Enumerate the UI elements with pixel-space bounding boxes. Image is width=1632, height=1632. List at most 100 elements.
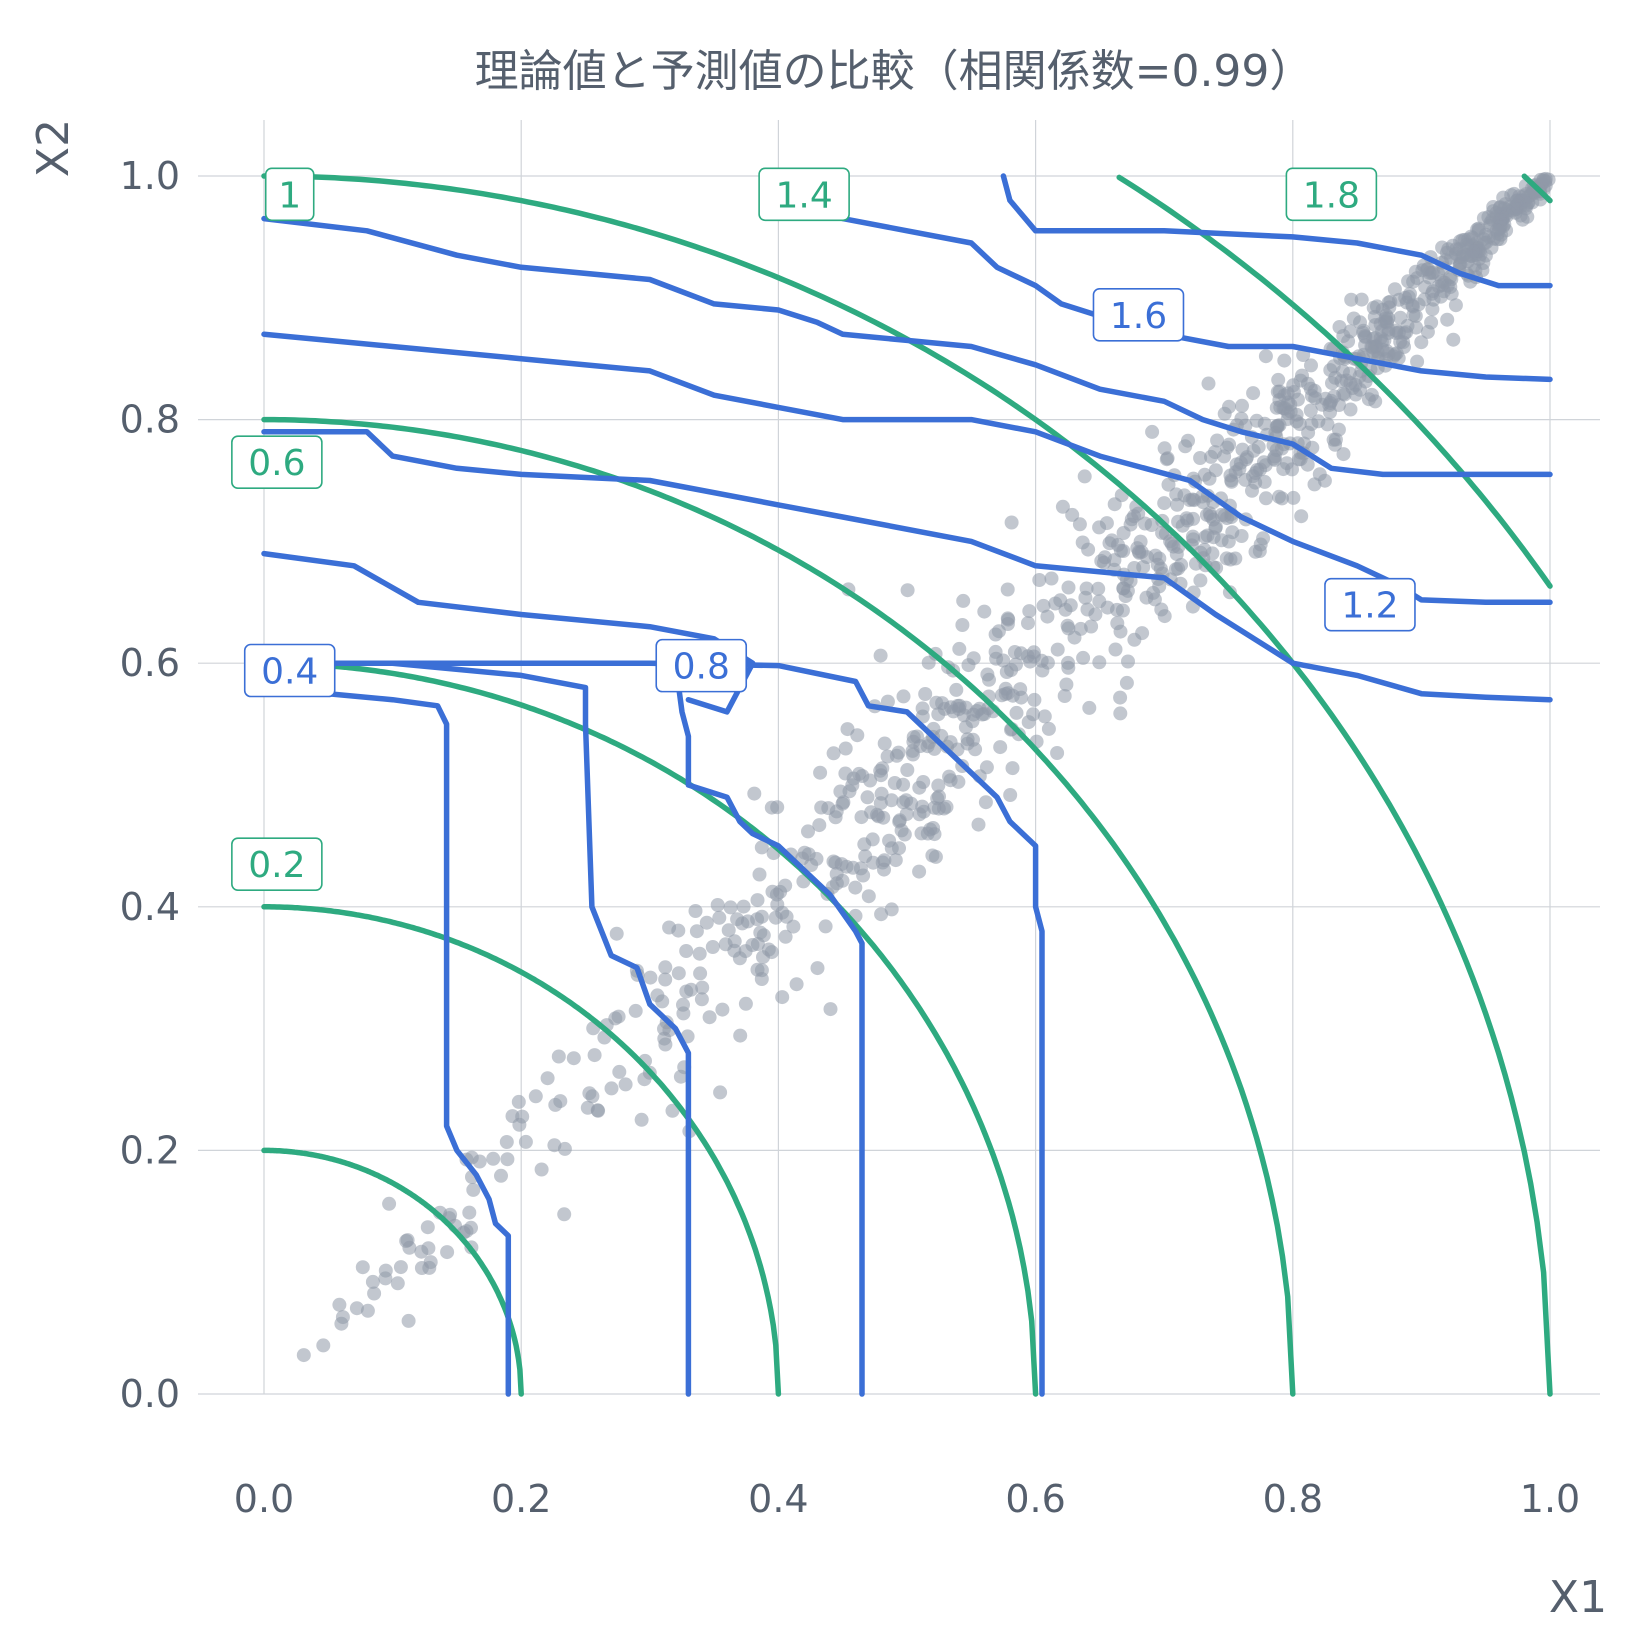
scatter-point <box>801 824 815 839</box>
scatter-point <box>828 855 843 870</box>
scatter-point <box>1246 469 1260 484</box>
scatter-point <box>1220 440 1235 455</box>
scatter-point <box>1193 573 1208 588</box>
scatter-point <box>1007 645 1022 659</box>
scatter-point <box>1436 284 1451 299</box>
scatter-point <box>818 919 833 934</box>
scatter-point <box>865 832 880 847</box>
scatter-point <box>1304 388 1319 403</box>
scatter-point <box>1320 417 1335 432</box>
scatter-point <box>770 897 785 912</box>
scatter-point <box>955 618 970 632</box>
scatter-point <box>500 1152 515 1167</box>
scatter-point <box>1111 537 1125 552</box>
scatter-point <box>747 786 762 801</box>
scatter-point <box>679 984 694 999</box>
scatter-point <box>1251 439 1266 454</box>
scatter-point <box>557 1207 572 1222</box>
scatter-point <box>727 943 742 958</box>
contour-labels: 0.2 0.6 1 1.4 1.8 0.4 0.8 1.2 1.6 <box>231 167 1416 891</box>
scatter-point <box>1403 287 1417 301</box>
scatter-point <box>367 1286 382 1301</box>
scatter-point <box>604 1081 619 1096</box>
scatter-point <box>966 651 981 666</box>
scatter-point <box>1286 378 1301 393</box>
scatter-point <box>1256 531 1271 546</box>
scatter-point <box>1032 573 1047 587</box>
scatter-point <box>1477 236 1492 251</box>
scatter-point <box>860 790 875 805</box>
scatter-point <box>1127 632 1142 647</box>
scatter-point <box>1091 581 1106 596</box>
scatter-point <box>786 919 801 934</box>
scatter-point <box>702 1010 717 1025</box>
scatter-point <box>1003 788 1018 802</box>
scatter-point <box>846 771 861 786</box>
scatter-point <box>515 1109 530 1124</box>
scatter-point <box>1208 445 1222 460</box>
scatter-point <box>971 817 986 832</box>
contour-label: 1.6 <box>1110 296 1167 337</box>
scatter-point <box>694 992 709 1007</box>
scatter-point <box>466 1182 481 1197</box>
scatter-point <box>1072 517 1087 532</box>
x-tick-label: 0.6 <box>1005 1477 1065 1521</box>
scatter-point <box>1050 642 1065 657</box>
scatter-point <box>1336 447 1351 462</box>
scatter-point <box>1272 418 1287 433</box>
scatter-point <box>1009 705 1024 720</box>
scatter-point <box>511 1094 526 1109</box>
scatter-point <box>1123 517 1138 532</box>
scatter-point <box>548 1097 563 1112</box>
scatter-point <box>1476 211 1491 226</box>
scatter-point <box>752 867 767 882</box>
scatter-point <box>1277 353 1292 368</box>
scatter-point <box>378 1271 393 1286</box>
scatter-point <box>1246 386 1261 401</box>
scatter-point <box>1446 332 1461 347</box>
scatter-point <box>927 741 942 756</box>
scatter-point <box>721 923 736 938</box>
scatter-point <box>915 701 930 716</box>
contour-label: 0.2 <box>248 845 305 886</box>
x-axis-label: X1 <box>1549 1572 1607 1623</box>
scatter-point <box>671 966 686 981</box>
scatter-point <box>854 810 869 825</box>
scatter-point <box>1322 398 1337 413</box>
scatter-point <box>609 926 624 941</box>
scatter-point <box>789 977 804 992</box>
contour-label-box <box>1285 167 1378 222</box>
y-tick-labels: 0.0 0.2 0.4 0.6 0.8 1.0 <box>120 154 180 1416</box>
scatter-point <box>891 745 906 760</box>
scatter-point <box>754 909 769 924</box>
scatter-point <box>1456 246 1471 261</box>
scatter-point <box>689 924 704 939</box>
scatter-point <box>715 1002 730 1017</box>
scatter-point <box>988 644 1003 659</box>
scatter-point <box>1181 433 1195 448</box>
scatter-point <box>1202 506 1217 521</box>
scatter-point <box>1343 402 1358 417</box>
scatter-point <box>884 793 899 808</box>
scatter-point <box>1113 624 1128 639</box>
scatter-point <box>1367 309 1382 324</box>
scatter-point <box>900 763 915 777</box>
predicted-contour-line <box>261 429 1553 703</box>
scatter-point <box>1410 354 1425 369</box>
scatter-point <box>360 1303 375 1318</box>
x-tick-label: 1.0 <box>1520 1477 1580 1521</box>
scatter-point <box>873 648 888 663</box>
scatter-point <box>1077 469 1092 484</box>
scatter-point <box>1099 516 1114 531</box>
scatter-point <box>643 970 658 985</box>
scatter-point <box>1478 248 1493 263</box>
scatter-point <box>918 687 933 701</box>
scatter-point <box>1208 519 1223 534</box>
scatter-point <box>1267 449 1282 464</box>
scatter-point <box>1259 491 1273 506</box>
scatter-point <box>1065 507 1080 522</box>
scatter-point <box>754 840 769 855</box>
scatter-point <box>382 1196 397 1211</box>
scatter-point <box>1489 209 1504 224</box>
scatter-point <box>1050 746 1065 760</box>
